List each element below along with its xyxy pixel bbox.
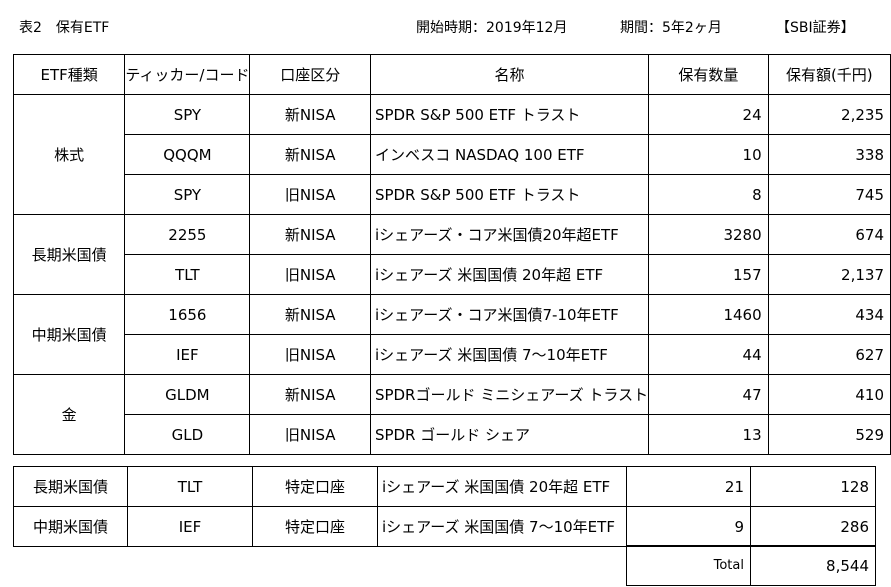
type-cell: 長期米国債 — [12, 214, 126, 295]
ticker-cell: 1656 — [124, 294, 251, 335]
table-row: GLD 旧NISA SPDR ゴールド シェア 13 529 — [14, 414, 891, 455]
value-cell: 410 — [767, 374, 891, 415]
quantity-cell: 21 — [626, 466, 751, 507]
quantity-cell: 13 — [648, 414, 769, 455]
column-header-account: 口座区分 — [249, 54, 371, 95]
account-cell: 旧NISA — [249, 334, 371, 375]
total-table: Total 8,544 — [626, 545, 876, 586]
ticker-cell: TLT — [124, 254, 251, 295]
broker-label: 【SBI証券】 — [776, 20, 855, 36]
name-cell: iシェアーズ 米国国債 20年超 ETF — [369, 254, 650, 295]
column-header-name: 名称 — [369, 54, 650, 95]
period-label: 期間：5年2ヶ月 — [620, 20, 722, 36]
type-cell: 中期米国債 — [13, 506, 128, 547]
quantity-cell: 44 — [648, 334, 769, 375]
account-cell: 新NISA — [249, 214, 371, 255]
quantity-cell: 24 — [648, 94, 769, 135]
name-cell: iシェアーズ 米国国債 7～10年ETF — [369, 334, 650, 375]
account-cell: 新NISA — [249, 374, 371, 415]
table-row: SPY 旧NISA SPDR S&P 500 ETF トラスト 8 745 — [14, 174, 891, 215]
account-cell: 特定口座 — [252, 466, 378, 507]
value-cell: 627 — [767, 334, 891, 375]
table-title: 表2 保有ETF — [19, 20, 110, 36]
ticker-cell: IEF — [127, 506, 253, 547]
ticker-cell: SPY — [124, 94, 251, 135]
account-cell: 旧NISA — [249, 414, 371, 455]
table-row: QQQM 新NISA インベスコ NASDAQ 100 ETF 10 338 — [14, 134, 891, 175]
name-cell: SPDR S&P 500 ETF トラスト — [369, 174, 650, 215]
quantity-cell: 9 — [626, 506, 751, 547]
quantity-cell: 10 — [648, 134, 769, 175]
ticker-cell: 2255 — [124, 214, 251, 255]
value-cell: 745 — [767, 174, 891, 215]
name-cell: インベスコ NASDAQ 100 ETF — [369, 134, 650, 175]
quantity-cell: 47 — [648, 374, 769, 415]
value-cell: 128 — [750, 466, 876, 507]
quantity-cell: 1460 — [648, 294, 769, 335]
column-header-value: 保有額(千円) — [767, 54, 891, 95]
ticker-cell: QQQM — [124, 134, 251, 175]
quantity-cell: 8 — [648, 174, 769, 215]
taxable-holdings-table: 長期米国債 TLT 特定口座 iシェアーズ 米国国債 20年超 ETF 21 1… — [13, 466, 876, 547]
name-cell: iシェアーズ 米国国債 7～10年ETF — [377, 506, 627, 547]
value-cell: 2,235 — [767, 94, 891, 135]
ticker-cell: GLD — [124, 414, 251, 455]
ticker-cell: SPY — [124, 174, 251, 215]
value-cell: 338 — [767, 134, 891, 175]
quantity-cell: 157 — [648, 254, 769, 295]
name-cell: SPDRゴールド ミニシェアーズ トラスト — [369, 374, 650, 415]
type-cell: 中期米国債 — [12, 294, 126, 375]
account-cell: 新NISA — [249, 94, 371, 135]
column-header-quantity: 保有数量 — [648, 54, 769, 95]
total-row: Total 8,544 — [626, 545, 876, 586]
header-row: ETF種類 ティッカー/コード 口座区分 名称 保有数量 保有額(千円) — [12, 54, 891, 95]
account-cell: 旧NISA — [249, 174, 371, 215]
column-header-type: ETF種類 — [12, 54, 126, 95]
table-row: 中期米国債 1656 新NISA iシェアーズ・コア米国債7-10年ETF 14… — [12, 294, 891, 375]
total-value: 8,544 — [750, 545, 876, 586]
name-cell: SPDR S&P 500 ETF トラスト — [369, 94, 650, 135]
name-cell: SPDR ゴールド シェア — [369, 414, 650, 455]
value-cell: 2,137 — [767, 254, 891, 295]
name-cell: iシェアーズ 米国国債 20年超 ETF — [377, 466, 627, 507]
table-row: 株式 SPY 新NISA SPDR S&P 500 ETF トラスト 24 2,… — [12, 94, 891, 215]
value-cell: 286 — [750, 506, 876, 547]
table-row: 金 GLDM 新NISA SPDRゴールド ミニシェアーズ トラスト 47 41… — [12, 374, 891, 455]
table-row: TLT 旧NISA iシェアーズ 米国国債 20年超 ETF 157 2,137 — [14, 254, 891, 295]
account-cell: 旧NISA — [249, 254, 371, 295]
value-cell: 434 — [767, 294, 891, 335]
type-cell: 金 — [12, 374, 126, 455]
name-cell: iシェアーズ・コア米国債20年超ETF — [369, 214, 650, 255]
ticker-cell: GLDM — [124, 374, 251, 415]
table-row: 長期米国債 TLT 特定口座 iシェアーズ 米国国債 20年超 ETF 21 1… — [13, 466, 876, 507]
value-cell: 529 — [767, 414, 891, 455]
table-row: IEF 旧NISA iシェアーズ 米国国債 7～10年ETF 44 627 — [14, 334, 891, 375]
table-row: 中期米国債 IEF 特定口座 iシェアーズ 米国国債 7～10年ETF 9 28… — [13, 506, 876, 547]
name-cell: iシェアーズ・コア米国債7-10年ETF — [369, 294, 650, 335]
account-cell: 特定口座 — [252, 506, 378, 547]
type-cell: 長期米国債 — [13, 466, 128, 507]
etf-holdings-table: ETF種類 ティッカー/コード 口座区分 名称 保有数量 保有額(千円) 株式 … — [12, 54, 891, 455]
value-cell: 674 — [767, 214, 891, 255]
ticker-cell: TLT — [127, 466, 253, 507]
start-date-label: 開始時期：2019年12月 — [416, 20, 568, 36]
column-header-ticker: ティッカー/コード — [124, 54, 251, 95]
ticker-cell: IEF — [124, 334, 251, 375]
total-label: Total — [626, 545, 751, 586]
table-row: 長期米国債 2255 新NISA iシェアーズ・コア米国債20年超ETF 328… — [12, 214, 891, 295]
account-cell: 新NISA — [249, 294, 371, 335]
quantity-cell: 3280 — [648, 214, 769, 255]
type-cell: 株式 — [12, 94, 126, 215]
account-cell: 新NISA — [249, 134, 371, 175]
